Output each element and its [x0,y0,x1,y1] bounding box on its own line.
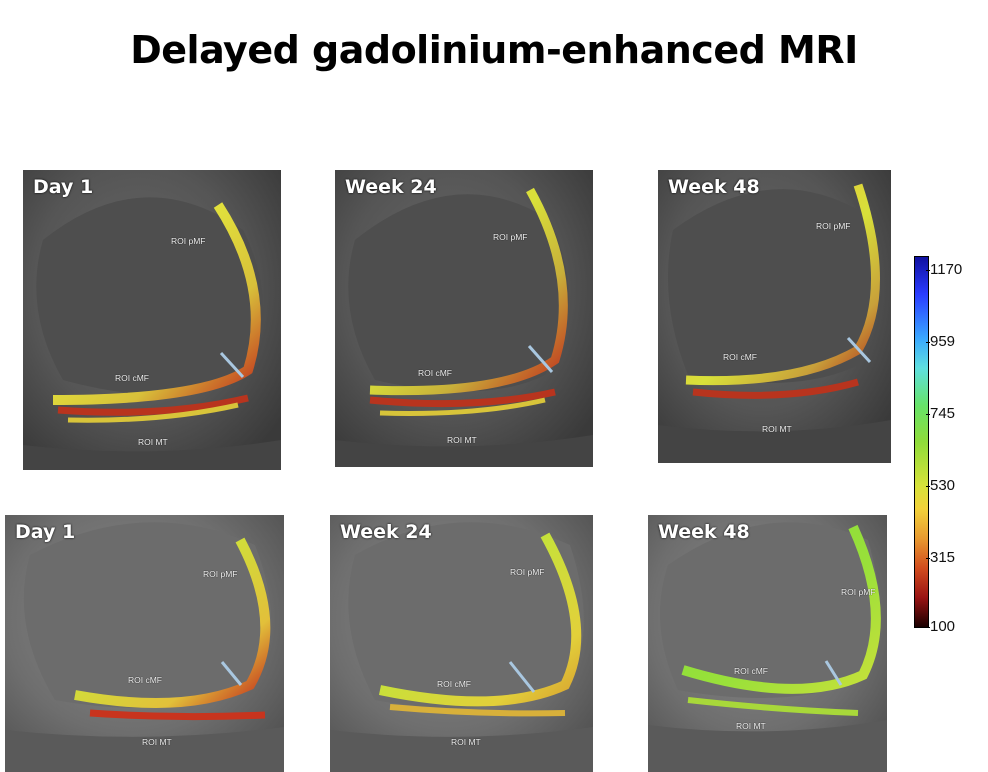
panel-label: Day 1 [15,521,76,543]
mri-panel-week24-top: Week 24 ROI pMF ROI cMF ROI MT [335,170,593,467]
tick-mark [926,486,930,487]
roi-pmf-label: ROI pMF [816,221,851,231]
mri-panel-day1-bottom: Day 1 ROI pMF ROI cMF ROI MT [5,515,284,772]
roi-mt-label: ROI MT [142,737,172,747]
colorbar-tick: 959 [930,333,956,350]
roi-marker [220,661,243,686]
colorbar [914,256,929,628]
roi-mt-label: ROI MT [451,737,481,747]
mri-image [330,515,593,772]
roi-mt-label: ROI MT [736,721,766,731]
tick-mark [926,627,930,628]
roi-cmf-label: ROI cMF [418,368,452,378]
roi-marker [527,345,554,373]
mri-image [335,170,593,467]
tick-mark [926,342,930,343]
roi-mt-label: ROI MT [447,435,477,445]
panel-label: Week 24 [345,176,437,198]
page-title: Delayed gadolinium-enhanced MRI [130,28,858,72]
roi-cmf-label: ROI cMF [734,666,768,676]
mri-panel-week48-top: Week 48 ROI pMF ROI cMF ROI MT [658,170,891,463]
tick-mark [926,270,930,271]
colorbar-tick: 530 [930,477,956,494]
colorbar-tick: 100 [930,618,956,635]
roi-marker [219,351,245,379]
mri-image [648,515,887,772]
roi-mt-label: ROI MT [138,437,168,447]
roi-pmf-label: ROI pMF [493,232,528,242]
roi-pmf-label: ROI pMF [171,236,206,246]
mri-panel-week24-bottom: Week 24 ROI pMF ROI cMF ROI MT [330,515,593,772]
roi-cmf-label: ROI cMF [723,352,757,362]
colorbar-tick: 315 [930,549,956,566]
tick-mark [926,558,930,559]
panel-label: Week 48 [658,521,750,543]
mri-image [5,515,284,772]
roi-cmf-label: ROI cMF [128,675,162,685]
roi-pmf-label: ROI pMF [203,569,238,579]
panel-label: Day 1 [33,176,94,198]
roi-marker [824,660,843,686]
panel-label: Week 48 [668,176,760,198]
mri-panel-day1-top: Day 1 ROI pMF ROI cMF ROI MT [23,170,281,470]
roi-marker [508,661,536,693]
roi-pmf-label: ROI pMF [841,587,876,597]
roi-cmf-label: ROI cMF [115,373,149,383]
panel-label: Week 24 [340,521,432,543]
colorbar-tick: 1170 [930,261,963,278]
mri-panel-week48-bottom: Week 48 ROI pMF ROI cMF ROI MT [648,515,887,772]
roi-cmf-label: ROI cMF [437,679,471,689]
roi-pmf-label: ROI pMF [510,567,545,577]
roi-marker [846,336,872,364]
mri-image [23,170,281,470]
roi-mt-label: ROI MT [762,424,792,434]
tick-mark [926,414,930,415]
colorbar-tick: 745 [930,405,956,422]
mri-image [658,170,891,463]
